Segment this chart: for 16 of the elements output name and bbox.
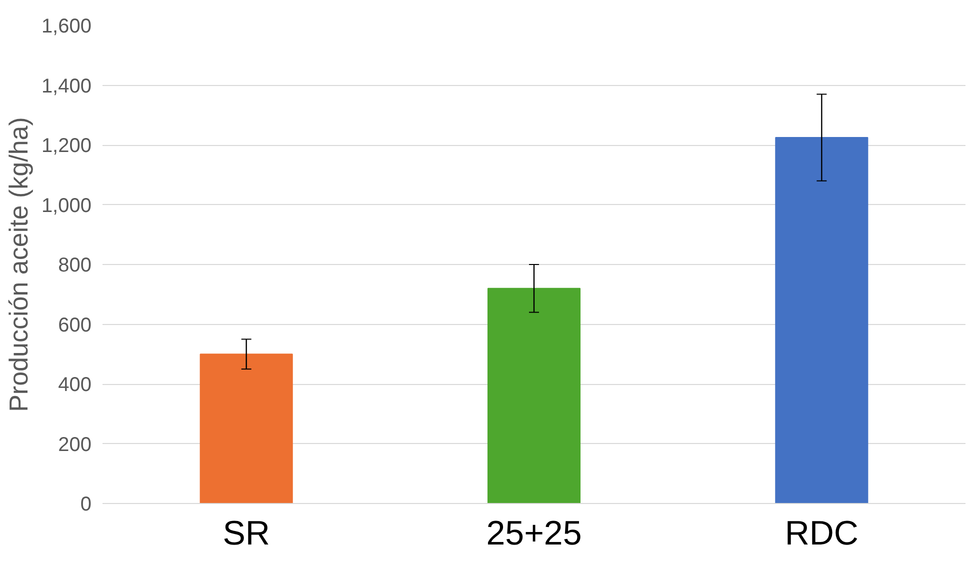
x-tick-label: SR xyxy=(222,514,270,552)
y-axis-title: Producción aceite (kg/ha) xyxy=(3,117,34,412)
bar xyxy=(200,354,293,504)
x-tick-label: 25+25 xyxy=(486,514,582,552)
y-tick-label: 600 xyxy=(58,314,92,336)
bar xyxy=(487,288,581,504)
y-tick-label: 1,600 xyxy=(41,16,92,38)
y-tick-label: 0 xyxy=(80,494,92,516)
y-tick-label: 1,200 xyxy=(41,135,92,157)
y-tick-label: 1,400 xyxy=(41,75,92,98)
y-tick-label: 1,000 xyxy=(41,194,92,217)
y-tick-label: 200 xyxy=(58,434,92,456)
y-tick-label: 400 xyxy=(58,374,92,396)
bar xyxy=(775,137,868,504)
x-tick-label: RDC xyxy=(784,514,859,552)
y-tick-label: 800 xyxy=(58,254,92,276)
